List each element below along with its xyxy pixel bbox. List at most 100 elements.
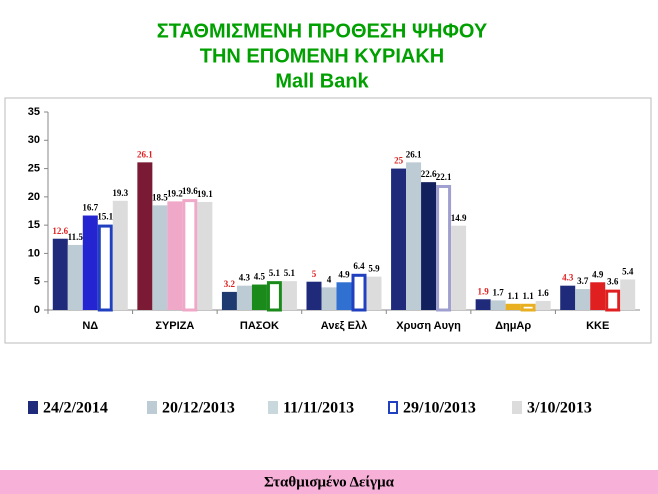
bar [475,299,491,310]
data-label: 19.3 [112,188,128,198]
bar [97,224,113,312]
data-label: 25 [394,156,404,166]
bar [605,289,621,312]
bar [366,276,382,310]
x-tick-label: Ανεξ Ελλ [321,320,367,332]
data-label: 19.2 [167,188,183,198]
data-label: 22.1 [436,172,452,182]
chart-title: ΤΗΝ ΕΠΟΜΕΝΗ ΚΥΡΙΑΚΗ [200,45,444,67]
x-tick-label: ΔημΑρ [495,320,531,332]
data-label: 18.5 [152,192,168,202]
y-tick-label: 5 [34,276,40,288]
data-label: 12.6 [52,226,68,236]
legend-label: 29/10/2013 [403,400,476,417]
data-label: 4 [327,274,332,284]
data-label: 4.3 [562,273,574,283]
data-label: 1.1 [523,291,535,301]
data-label: 3.6 [607,277,619,287]
data-label: 11.5 [68,232,84,242]
x-tick-label: ΝΔ [82,320,98,332]
legend-label: 11/11/2013 [283,400,354,417]
bar [575,289,591,310]
bar [505,303,521,310]
chart-title: Mall Bank [275,70,369,92]
data-label: 1.7 [493,287,505,297]
data-label: 3.2 [224,279,236,289]
chart-title: ΣΤΑΘΜΙΣΜΕΝΗ ΠΡΟΘΕΣΗ ΨΗΦΟΥ [157,20,488,42]
data-label: 26.1 [406,149,422,159]
data-label: 1.6 [538,288,550,298]
bar [306,281,322,310]
legend-marker [147,401,157,414]
data-label: 4.3 [239,273,251,283]
bar [321,287,337,310]
legend-label: 3/10/2013 [527,400,592,417]
bar [137,162,153,310]
bar [391,168,407,310]
data-label: 4.9 [338,269,350,279]
bar [236,285,252,310]
legend-label: 20/12/2013 [162,400,235,417]
y-tick-label: 20 [28,191,40,203]
y-tick-label: 30 [28,134,40,146]
legend-marker [268,401,278,414]
bar [535,300,551,310]
data-label: 15.1 [97,212,113,222]
legend-marker [512,401,522,414]
bar [112,200,128,310]
bar [406,162,422,310]
data-label: 22.6 [421,169,437,179]
data-label: 5.9 [368,264,380,274]
x-tick-label: ΚΚΕ [586,320,609,332]
y-tick-label: 10 [28,247,40,259]
bar [590,282,606,310]
bar [197,201,213,310]
data-label: 6.4 [353,261,365,271]
bar [490,300,506,310]
bar [182,199,198,312]
footer-band [0,470,658,494]
bar [560,285,576,310]
data-label: 19.1 [197,189,213,199]
x-tick-label: Χρυση Αυγη [396,320,461,332]
data-label: 16.7 [82,203,98,213]
bar [281,281,297,310]
data-label: 19.6 [182,186,198,196]
x-tick-label: ΣΥΡΙΖΑ [155,320,194,332]
data-label: 5.1 [269,268,281,278]
bar [266,281,282,312]
y-tick-label: 35 [28,106,40,118]
data-label: 5.4 [622,267,634,277]
data-label: 26.1 [137,149,153,159]
data-label: 1.9 [478,286,490,296]
bar [152,205,168,310]
y-tick-label: 25 [28,162,40,174]
bar [167,201,183,310]
data-label: 4.9 [592,269,604,279]
x-tick-label: ΠΑΣΟΚ [240,320,279,332]
y-tick-label: 15 [28,219,40,231]
bar [436,184,452,312]
data-label: 5 [312,269,317,279]
bar [52,238,68,310]
data-label: 14.9 [451,213,467,223]
data-label: 1.1 [508,291,520,301]
bar [67,244,83,310]
data-label: 3.7 [577,276,589,286]
legend-marker [388,401,398,414]
bar [336,282,352,310]
bar [351,273,367,312]
bar [620,279,636,310]
legend-label: 24/2/2014 [43,400,108,417]
y-tick-label: 0 [34,304,40,316]
data-label: 5.1 [284,268,296,278]
bar [221,291,237,310]
data-label: 4.5 [254,272,266,282]
bar [451,225,467,310]
bar [520,303,536,312]
bar [251,284,267,310]
bar [421,182,437,310]
legend-marker [28,401,38,414]
